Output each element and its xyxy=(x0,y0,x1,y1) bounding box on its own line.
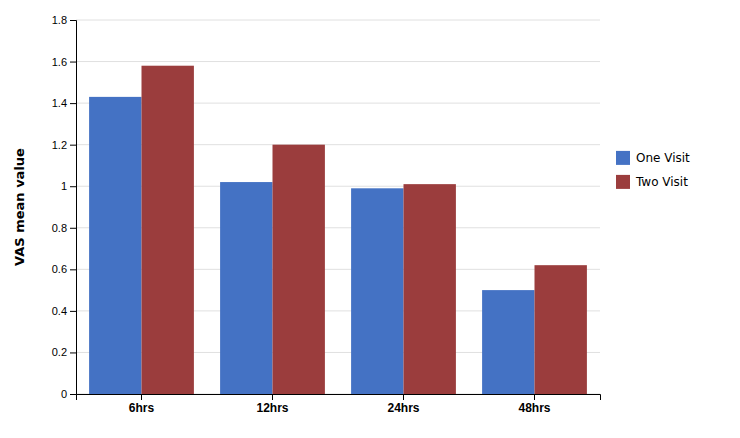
tick-mark xyxy=(272,394,273,400)
bar-series xyxy=(142,66,587,394)
legend-swatch xyxy=(616,151,630,165)
y-tick-label: 0.2 xyxy=(52,346,67,358)
x-axis: 6hrs 12hrs 24hrs 48hrs xyxy=(77,394,601,415)
x-tick: 12hrs xyxy=(256,394,288,415)
tick-mark xyxy=(70,228,76,229)
x-tick-label: 48hrs xyxy=(518,401,550,415)
x-tick: 6hrs xyxy=(129,394,155,415)
bars xyxy=(89,66,587,394)
tick-mark xyxy=(70,352,76,353)
y-tick: 1.4 xyxy=(52,97,76,109)
y-axis: 0 0.2 0.4 0.6 0.8 1 1.2 1.4 1.6 1.8 xyxy=(52,14,77,400)
bar xyxy=(89,97,141,394)
tick-mark xyxy=(70,103,76,104)
grid xyxy=(76,20,600,394)
tick-mark xyxy=(403,394,404,400)
y-tick: 1.8 xyxy=(52,14,76,26)
y-tick-label: 1 xyxy=(61,180,67,192)
y-tick: 1.2 xyxy=(52,139,76,151)
bar xyxy=(273,145,325,394)
tick-mark xyxy=(141,394,142,400)
legend-item: Two Visit xyxy=(616,175,688,189)
bar xyxy=(404,184,456,394)
tick-mark xyxy=(70,145,76,146)
y-tick-label: 1.6 xyxy=(52,56,67,68)
tick-mark xyxy=(534,394,535,400)
bar xyxy=(482,290,534,394)
y-tick: 0.6 xyxy=(52,263,76,275)
x-tick-label: 24hrs xyxy=(387,401,419,415)
tick-mark xyxy=(70,394,76,395)
y-tick: 1 xyxy=(61,180,76,192)
tick-mark xyxy=(70,186,76,187)
y-tick-label: 1.4 xyxy=(52,97,67,109)
x-tick: 24hrs xyxy=(387,394,419,415)
x-tick-label: 6hrs xyxy=(129,401,155,415)
tick-mark xyxy=(70,269,76,270)
legend-swatch xyxy=(616,175,630,189)
bar xyxy=(351,188,403,394)
plot: 6hrs 12hrs 24hrs 48hrs 0 0.2 0.4 0.6 0.8 1 1.2 1.4 1… xyxy=(12,14,601,415)
legend-item: One Visit xyxy=(616,151,690,165)
tick-mark xyxy=(70,20,76,21)
y-tick: 0.8 xyxy=(52,222,76,234)
grid-line xyxy=(76,61,600,62)
y-tick: 0.2 xyxy=(52,346,76,358)
axis-line xyxy=(70,21,77,395)
axis-line xyxy=(77,395,601,401)
tick-mark xyxy=(70,62,76,63)
bar xyxy=(535,265,587,394)
y-tick: 0 xyxy=(61,388,76,400)
y-tick-label: 1.8 xyxy=(52,14,67,26)
y-tick-label: 0.4 xyxy=(52,305,67,317)
chart-container: 6hrs 12hrs 24hrs 48hrs 0 0.2 0.4 0.6 0.8 1 1.2 1.4 1… xyxy=(0,0,740,438)
x-tick: 48hrs xyxy=(518,394,550,415)
legend-label: Two Visit xyxy=(635,175,688,189)
chart-svg: 6hrs 12hrs 24hrs 48hrs 0 0.2 0.4 0.6 0.8 1 1.2 1.4 1… xyxy=(0,0,740,438)
tick-mark xyxy=(70,311,76,312)
y-tick: 1.6 xyxy=(52,56,76,68)
legend-label: One Visit xyxy=(636,151,690,165)
legend: One Visit Two Visit xyxy=(616,151,690,189)
y-tick: 0.4 xyxy=(52,305,76,317)
y-axis-title: VAS mean value xyxy=(12,148,27,266)
y-tick-label: 0.8 xyxy=(52,222,67,234)
grid-line xyxy=(76,20,600,21)
y-tick-label: 0 xyxy=(61,388,67,400)
bar xyxy=(220,182,272,394)
bar xyxy=(142,66,194,394)
y-tick-label: 1.2 xyxy=(52,139,67,151)
x-tick-label: 12hrs xyxy=(256,401,288,415)
y-tick-label: 0.6 xyxy=(52,263,67,275)
